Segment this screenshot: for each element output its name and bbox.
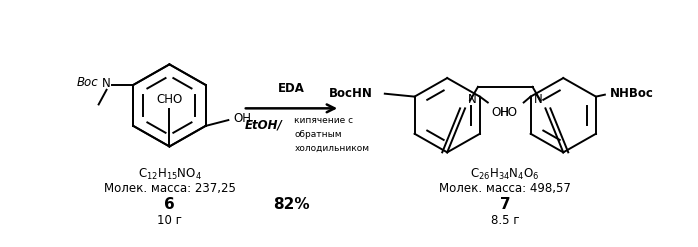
Text: OH: OH (233, 112, 251, 125)
Text: OH: OH (492, 106, 510, 119)
Text: Boc: Boc (77, 76, 98, 89)
Text: Молек. масса: 498,57: Молек. масса: 498,57 (439, 182, 571, 195)
Text: EtOH/: EtOH/ (245, 118, 283, 131)
Text: CHO: CHO (156, 93, 183, 106)
Text: HO: HO (500, 106, 518, 119)
Text: 6: 6 (164, 197, 174, 212)
Text: кипячение с: кипячение с (295, 116, 354, 125)
Text: 8.5 г: 8.5 г (491, 214, 519, 227)
Text: C$_{12}$H$_{15}$NO$_{4}$: C$_{12}$H$_{15}$NO$_{4}$ (138, 167, 201, 182)
Text: 10 г: 10 г (157, 214, 182, 227)
Text: C$_{26}$H$_{34}$N$_{4}$O$_{6}$: C$_{26}$H$_{34}$N$_{4}$O$_{6}$ (470, 167, 540, 182)
Text: N: N (102, 77, 111, 90)
Text: Молек. масса: 237,25: Молек. масса: 237,25 (103, 182, 235, 195)
Text: 82%: 82% (273, 197, 310, 212)
Text: обратным: обратным (295, 130, 342, 139)
Text: NHBoc: NHBoc (610, 87, 654, 100)
Text: EDA: EDA (278, 82, 305, 95)
Text: BocHN: BocHN (329, 87, 373, 100)
Text: холодильником: холодильником (295, 144, 369, 153)
Text: 7: 7 (500, 197, 510, 212)
Text: N: N (468, 93, 477, 106)
Text: N: N (534, 93, 542, 106)
